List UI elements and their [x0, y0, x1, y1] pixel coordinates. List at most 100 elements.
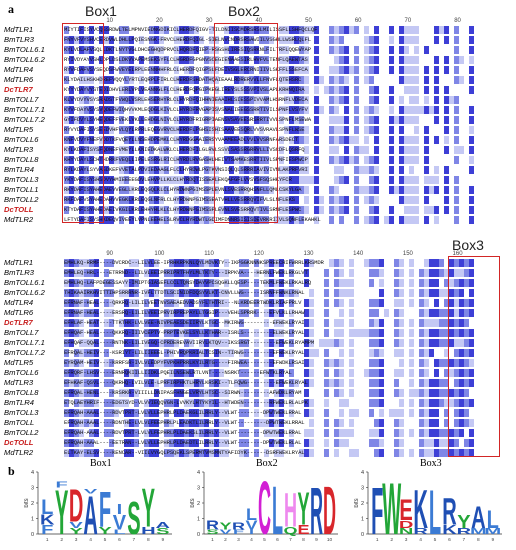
- logo-y-axis-label: bits: [354, 498, 360, 507]
- logo-letter: Y: [98, 525, 112, 536]
- logo-letter: F: [56, 480, 68, 489]
- conservation-shading: [64, 185, 475, 195]
- species-label: DcTOLL: [4, 438, 34, 447]
- logo-y-tick: 4: [31, 470, 34, 476]
- logo-letter: A: [83, 485, 97, 546]
- conservation-shading: [64, 55, 475, 65]
- conservation-shading: [64, 268, 475, 278]
- ruler-bottom: 90 100 110 120 130 140 150 160: [60, 251, 470, 259]
- logo-position-label: 5: [434, 537, 437, 543]
- logo-letter: V: [113, 511, 127, 534]
- logo-position-label: 9: [315, 537, 318, 543]
- ruler-tick-label: 80: [454, 18, 461, 24]
- box3-label: Box3: [452, 237, 484, 253]
- species-label: BmTOLL3: [4, 408, 39, 417]
- logo-y-axis-label: bits: [190, 498, 196, 507]
- sequence-residues: EYRQAM-HEIV----KRRFSR-IVLVLEDPYFVPKHPRRL…: [64, 359, 305, 366]
- logo-letter: E: [399, 494, 412, 527]
- sequence-residues: EFRQAH-AAAL----RDVTPRT-LVLVLLEPHRLPLDAEK…: [64, 409, 302, 416]
- species-label: BmTOLL7.1: [4, 338, 45, 347]
- sequence-residues: RKYDAFISYAHEDAEVVEGLLKRLEQGQLKLCLHYRDWNP…: [64, 186, 302, 193]
- species-label: BmTOLL7: [4, 328, 39, 337]
- logo-letter: F: [99, 482, 111, 538]
- logo-position-label: 6: [448, 537, 451, 543]
- logo-letter: D: [69, 480, 83, 532]
- conservation-shading: [64, 195, 475, 205]
- species-label: BmTOLL2: [4, 195, 39, 204]
- sequence-residues: RYVFDAFVSYSEQDSFWVEYELRPLEENNHHFRLCLHERD…: [64, 66, 308, 73]
- sequence-residues: YKYDAFISYSHSDVYHMIEEEEGDVLEHVPLLKLCLHYRD…: [64, 176, 292, 183]
- logo-letter: L: [41, 495, 53, 518]
- logo-letter: Y: [69, 527, 82, 536]
- logo-position-label: 4: [250, 537, 253, 543]
- conservation-shading: [64, 418, 475, 428]
- logo-y-tick: 1: [361, 517, 364, 523]
- logo-letter: S: [127, 493, 140, 545]
- conservation-shading: [64, 155, 475, 165]
- species-label: BmTOLL: [4, 418, 35, 427]
- alignment-row: BmTOLL7 KLVYDVYVSYSRADSTFVWQLVSRLEHSERHYR…: [4, 95, 474, 105]
- conservation-shading: [64, 378, 475, 388]
- conservation-shading: [64, 358, 475, 368]
- ruler-tick-label: 20: [156, 18, 163, 24]
- logo-position-label: 1: [46, 537, 49, 543]
- conservation-shading: [64, 258, 475, 268]
- conservation-shading: [64, 65, 475, 75]
- logo-letter: F: [371, 474, 383, 549]
- alignment-row: MdTLR4 EFRNAF-HEAL----QRKRQ-LILILVEETNVSA…: [4, 298, 475, 308]
- logo-letter: L: [429, 477, 441, 547]
- logo-title: Box1: [90, 458, 112, 469]
- sequence-residues: LFTYDAFISYSHKDEQVIVEEYLVPNLEEHELSLRVCLHY…: [64, 216, 321, 223]
- conservation-shading: [64, 175, 474, 185]
- conservation-shading: [64, 45, 475, 55]
- logo-position-label: 10: [327, 537, 333, 543]
- logo-position-label: 6: [118, 537, 121, 543]
- logo-letter: K: [442, 523, 456, 537]
- conservation-shading: [64, 308, 475, 318]
- alignment-row: MdTLR5 RYVYDAFISYSEEDVHFVLQYLRPRLEQEGVRVC…: [4, 125, 475, 135]
- alignment-row: BmTOLL7.1 EFHQAF-QQAL----RNTNK-LILIVEGQ-C…: [4, 338, 475, 348]
- logo-letter: Y: [457, 511, 470, 532]
- alignment-row: BmTLR3 EMHLEQ-HRL----ETRRND--LILVLEEIPRRI…: [4, 268, 475, 278]
- conservation-shading: [64, 428, 475, 438]
- conservation-shading: [64, 145, 475, 155]
- conservation-shading: [64, 75, 475, 85]
- logo-letter: R: [310, 475, 323, 549]
- logo-position-label: 3: [405, 537, 408, 543]
- logo-letter: R: [457, 527, 471, 536]
- panel-a-letter: a: [8, 2, 14, 16]
- ruler-tick-label: 160: [452, 251, 463, 257]
- logo-y-tick: 4: [361, 470, 364, 476]
- logo-position-label: 1: [376, 537, 379, 543]
- ruler-tick-label: 10: [106, 18, 114, 24]
- sequence-residues: RYIVDYAYVSHLDPLDSLDKVVAPEMSEKSYFLCLHGRDF…: [64, 56, 308, 63]
- logo-y-tick: 2: [361, 501, 364, 507]
- conservation-shading: [64, 115, 475, 125]
- alignment-bottom: MdTLR1 EMHLKQ-RRMF----DVCRDC--LILVLEE-IPR…: [4, 258, 475, 458]
- logo-y-axis-label: bits: [24, 498, 30, 507]
- logo-letter: V: [245, 519, 258, 533]
- alignment-row: MdTLR2 LFTYDAFISYSHKDEQVIVEEYLVPNLEEHELSL…: [4, 215, 475, 225]
- species-label: BmTOLL6: [4, 368, 39, 377]
- species-label: MdTLR3: [4, 145, 34, 154]
- alignment-row: BmTOLL3 EFRQAH-AAAL----RDVTPRT-LVLVLLEPHR…: [4, 408, 474, 418]
- logo-position-label: 8: [147, 537, 150, 543]
- species-label: BmTOLL6.2: [4, 288, 45, 297]
- logo-position-label: 8: [477, 537, 480, 543]
- logo-letter: L: [487, 505, 499, 534]
- alignment-row: BmTOLL2 RKFDAFVSYAHEDAHVVEGKLKRLEQGLNFRLC…: [4, 195, 475, 205]
- species-label: BmTOLL6.1: [4, 278, 45, 287]
- alignment-row: BmTOLL6.2 THIKAAIRKHVITTIHPSRRRNR-IVFLTTD…: [4, 288, 475, 298]
- logo-letter: S: [156, 527, 169, 536]
- species-label: BmTOLL3: [4, 175, 39, 184]
- logo-position-label: 3: [75, 537, 78, 543]
- logo-position-label: 1: [211, 537, 214, 543]
- alignment-row: MdTLR2 ELTKAY-ELSV----KENCAR--VIILVYGQLPS…: [4, 448, 475, 458]
- logo-letter: R: [206, 519, 219, 533]
- logo-letter: F: [41, 523, 53, 537]
- species-label: BmTOLL8: [4, 155, 39, 164]
- species-label: BmTOLL7.2: [4, 348, 45, 357]
- logo-position-label: 2: [224, 537, 227, 543]
- sequence-residues: ELTKAY-ELSV----KENCAR--VIILVYGQLPSQEKLSP…: [64, 449, 305, 456]
- species-label: MdTLR2: [4, 448, 34, 457]
